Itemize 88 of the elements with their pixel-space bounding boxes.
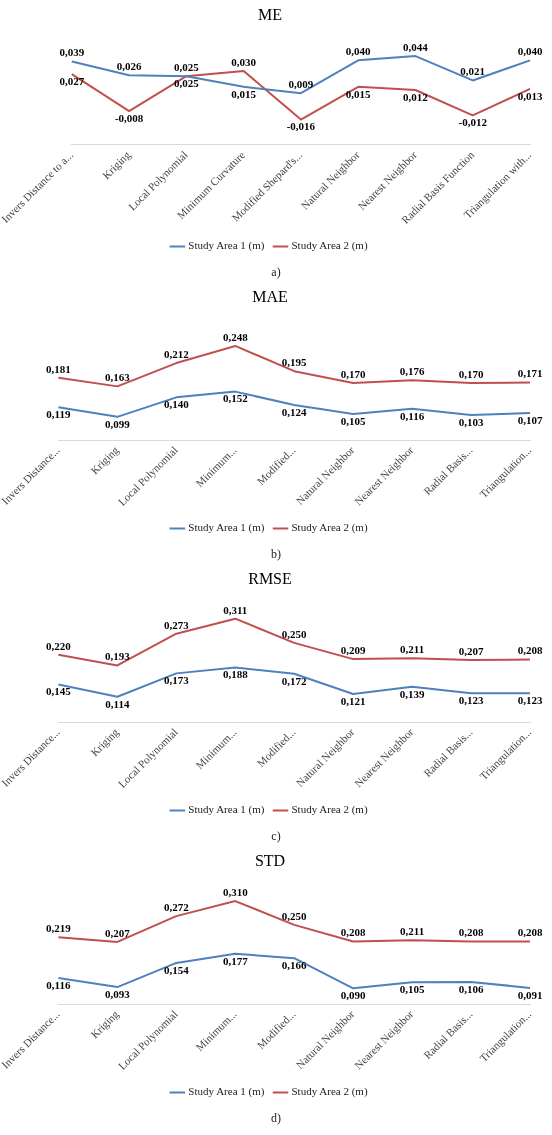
data-label: 0,171 bbox=[517, 367, 543, 380]
data-label: 0,176 bbox=[399, 365, 425, 378]
data-label: 0,173 bbox=[163, 674, 190, 687]
data-label: 0,015 bbox=[231, 87, 257, 100]
data-label: 0,025 bbox=[173, 61, 200, 74]
data-label: 0,250 bbox=[281, 909, 308, 922]
data-label: 0,119 bbox=[46, 408, 71, 421]
chart-title: RMSE bbox=[248, 569, 292, 587]
data-label: 0,124 bbox=[281, 405, 308, 418]
data-label: 0,311 bbox=[223, 603, 248, 616]
chart-title: STD bbox=[254, 851, 286, 869]
data-label: 0,106 bbox=[458, 982, 484, 995]
data-label: 0,220 bbox=[46, 639, 72, 652]
data-label: 0,152 bbox=[222, 392, 249, 405]
data-label: 0,250 bbox=[281, 627, 308, 640]
data-label: 0,170 bbox=[458, 367, 484, 380]
data-label: 0,105 bbox=[340, 414, 367, 427]
data-label: 0,208 bbox=[517, 926, 543, 939]
data-label: 0,145 bbox=[46, 685, 72, 698]
data-label: -0,016 bbox=[286, 120, 316, 133]
data-label: 0,166 bbox=[281, 959, 308, 971]
data-label: 0,030 bbox=[231, 55, 257, 68]
data-label: 0,208 bbox=[517, 644, 543, 657]
legend-label: Study Area 1 (m) bbox=[188, 239, 265, 253]
data-label: 0,114 bbox=[105, 697, 130, 710]
data-label: 0,105 bbox=[399, 983, 425, 996]
data-label: 0,310 bbox=[222, 885, 249, 898]
data-label: 0,248 bbox=[222, 330, 249, 343]
data-label: 0,219 bbox=[46, 921, 72, 934]
data-label: 0,123 bbox=[458, 694, 484, 707]
data-label: 0,208 bbox=[458, 926, 484, 939]
data-label: 0,040 bbox=[345, 45, 372, 58]
data-label: 0,040 bbox=[517, 45, 543, 58]
legend-label: Study Area 2 (m) bbox=[291, 803, 368, 817]
legend-label: Study Area 1 (m) bbox=[188, 1085, 265, 1099]
legend-label: Study Area 2 (m) bbox=[291, 521, 368, 535]
data-label: 0,154 bbox=[163, 963, 190, 976]
data-label: 0,207 bbox=[458, 644, 484, 657]
data-label: 0,139 bbox=[399, 687, 425, 700]
data-label: 0,209 bbox=[340, 643, 367, 656]
text: d) bbox=[270, 1110, 282, 1127]
data-label: 0,026 bbox=[116, 60, 142, 72]
data-label: 0,195 bbox=[281, 356, 308, 368]
data-label: 0,273 bbox=[163, 618, 190, 631]
chart-title: ME bbox=[258, 5, 282, 23]
data-label: 0,116 bbox=[400, 409, 425, 422]
text: a) bbox=[270, 264, 282, 281]
data-label: 0,163 bbox=[105, 371, 131, 384]
data-label: 0,039 bbox=[59, 46, 85, 59]
data-label: 0,090 bbox=[340, 989, 367, 1002]
data-label: 0,272 bbox=[163, 900, 190, 913]
data-label: 0,123 bbox=[517, 694, 543, 707]
data-label: 0,116 bbox=[46, 978, 71, 991]
legend-label: Study Area 2 (m) bbox=[291, 239, 368, 253]
data-label: 0,177 bbox=[222, 954, 249, 967]
data-label: 0,027 bbox=[59, 74, 85, 87]
data-label: 0,211 bbox=[400, 643, 425, 656]
data-label: -0,008 bbox=[114, 111, 144, 124]
data-label: 0,207 bbox=[105, 926, 131, 939]
data-label: 0,013 bbox=[517, 89, 543, 102]
data-label: 0,181 bbox=[46, 362, 71, 375]
data-label: 0,015 bbox=[345, 87, 372, 100]
data-label: 0,091 bbox=[517, 988, 543, 1001]
data-label: 0,103 bbox=[458, 415, 484, 428]
legend-label: Study Area 2 (m) bbox=[291, 1085, 368, 1099]
data-label: 0,093 bbox=[105, 987, 131, 1000]
data-label: 0,099 bbox=[105, 417, 131, 430]
data-label: 0,121 bbox=[340, 694, 366, 707]
data-label: 0,012 bbox=[403, 90, 429, 103]
data-label: 0,193 bbox=[105, 650, 131, 663]
data-label: -0,012 bbox=[458, 116, 488, 129]
text: b) bbox=[270, 546, 282, 563]
legend-label: Study Area 1 (m) bbox=[188, 803, 265, 817]
data-label: 0,211 bbox=[400, 925, 425, 938]
legend-label: Study Area 1 (m) bbox=[188, 521, 265, 535]
data-label: 0,208 bbox=[340, 926, 367, 939]
data-label: 0,140 bbox=[163, 398, 190, 411]
data-label: 0,107 bbox=[517, 413, 543, 426]
data-label: 0,212 bbox=[163, 347, 190, 360]
text: c) bbox=[270, 828, 282, 845]
data-label: 0,170 bbox=[340, 367, 367, 380]
data-label: 0,172 bbox=[281, 674, 308, 687]
data-label: 0,188 bbox=[222, 668, 249, 681]
data-label: 0,025 bbox=[173, 77, 200, 90]
data-label: 0,021 bbox=[460, 65, 486, 78]
chart-title: MAE bbox=[252, 287, 288, 305]
data-label: 0,009 bbox=[288, 77, 314, 90]
data-label: 0,044 bbox=[403, 40, 429, 53]
